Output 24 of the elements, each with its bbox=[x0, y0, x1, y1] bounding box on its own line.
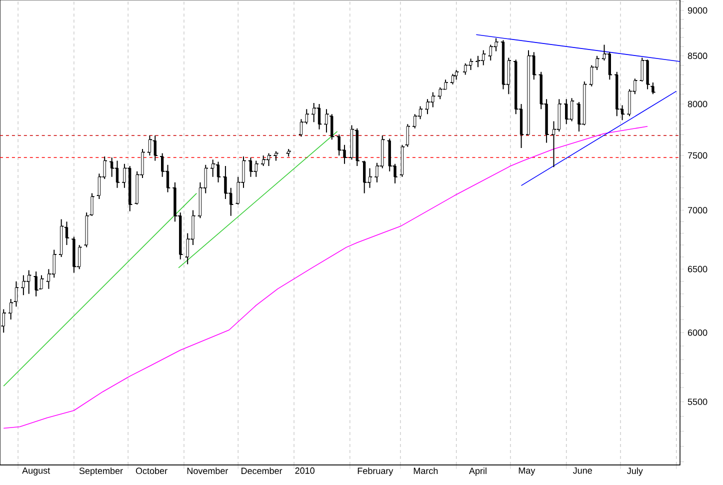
candlestick bbox=[451, 73, 454, 85]
x-tick-label: February bbox=[358, 467, 394, 476]
x-tick-label: October bbox=[136, 467, 168, 474]
x-tick-label: June bbox=[572, 467, 592, 474]
x-tick-label: 2010 bbox=[295, 467, 314, 474]
x-tick-label: July bbox=[627, 467, 643, 476]
x-tick-label: November bbox=[187, 467, 228, 474]
x-tick-label: August bbox=[22, 467, 50, 476]
y-tick-label: 7000 bbox=[688, 207, 708, 214]
x-tick-label: September bbox=[79, 467, 123, 476]
y-tick-label: 8500 bbox=[688, 52, 708, 60]
y-tick-label: 5500 bbox=[688, 398, 708, 405]
candlestick bbox=[570, 98, 574, 122]
y-tick-label: 6500 bbox=[688, 266, 708, 272]
y-tick-label: 6000 bbox=[688, 329, 708, 336]
line-series bbox=[3, 126, 648, 429]
y-tick-label: 7500 bbox=[688, 152, 708, 159]
candlestick bbox=[400, 144, 404, 178]
x-tick-label: March bbox=[414, 467, 438, 474]
x-tick-label: May bbox=[518, 467, 536, 476]
x-tick-label: April bbox=[469, 467, 486, 476]
x-tick-label: December bbox=[242, 467, 282, 474]
y-tick-label: 8000 bbox=[688, 100, 708, 108]
y-tick-label: 9000 bbox=[688, 7, 708, 14]
